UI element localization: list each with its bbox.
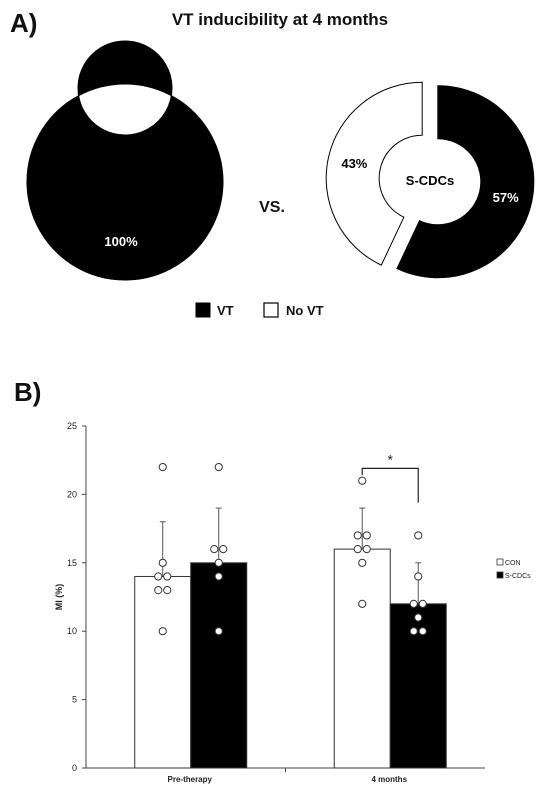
y-tick-label: 0 <box>72 763 77 773</box>
y-axis-label: MI (%) <box>54 584 64 611</box>
bar-con <box>134 575 192 769</box>
data-point <box>353 545 362 554</box>
data-point <box>362 531 371 540</box>
data-point <box>210 545 219 554</box>
donut-slice-scdcs-vt <box>396 85 535 279</box>
y-tick-label: 10 <box>67 626 77 636</box>
data-point <box>418 599 427 608</box>
y-tick-label: 5 <box>72 695 77 705</box>
data-point <box>414 613 423 622</box>
donut-con: CON 100% <box>26 40 224 281</box>
donut-slice-label-con-vt: 100% <box>104 234 138 249</box>
x-tick-label: 4 months <box>371 775 407 784</box>
data-point <box>409 599 418 608</box>
data-point <box>418 627 427 636</box>
legend-label-no-vt: No VT <box>286 303 324 318</box>
data-point <box>163 572 172 581</box>
legend-a: VT No VT <box>195 302 324 318</box>
data-point <box>353 531 362 540</box>
data-point <box>158 462 167 472</box>
donut-slice-scdcs-no-vt <box>325 81 423 266</box>
data-point <box>214 572 223 581</box>
donut-center-label-con: CON <box>111 175 140 190</box>
bar-con <box>333 548 391 769</box>
donut-slice-label-scdcs-no-vt: 43% <box>341 156 367 171</box>
data-point <box>163 586 172 595</box>
panel-b-label: B) <box>14 377 41 407</box>
data-point <box>414 572 423 581</box>
donut-center-label-scdcs: S-CDCs <box>406 173 454 188</box>
donut-scdcs: 57% 43% S-CDCs <box>325 81 535 279</box>
data-point <box>219 545 228 554</box>
donut-slice-con-vt <box>26 40 224 281</box>
legend-label-con: CON <box>505 560 521 567</box>
data-point <box>214 558 223 567</box>
bar-s-cdcs <box>389 603 447 769</box>
vs-label: VS. <box>259 199 285 216</box>
x-tick-label: Pre-therapy <box>168 775 213 784</box>
y-tick-label: 20 <box>67 489 77 499</box>
y-tick-label: 25 <box>67 421 77 431</box>
legend-swatch-con <box>496 558 504 566</box>
data-point <box>358 476 367 485</box>
legend-swatch-s-cdcs <box>496 571 504 579</box>
bar-s-cdcs <box>190 562 248 769</box>
data-point <box>158 558 167 567</box>
data-point <box>362 545 371 554</box>
data-point <box>414 531 423 540</box>
chart-title: VT inducibility at 4 months <box>172 10 388 29</box>
data-point <box>409 627 418 636</box>
legend-label-vt: VT <box>217 303 234 318</box>
data-point <box>154 586 163 595</box>
significance-label: * <box>388 451 394 467</box>
data-point <box>358 599 367 608</box>
data-point <box>154 572 163 581</box>
legend-swatch-vt <box>195 302 211 318</box>
bar-chart: 0 5 10 15 20 25 MI (%) Pre-therapy 4 months * CON S… <box>54 421 531 784</box>
data-point <box>214 627 223 636</box>
legend-label-s-cdcs: S-CDCs <box>505 573 531 580</box>
legend-swatch-no-vt <box>263 302 279 318</box>
donut-slice-label-scdcs-vt: 57% <box>493 190 519 205</box>
data-point <box>214 462 223 472</box>
panel-a-label: A) <box>10 8 37 38</box>
data-point <box>158 627 167 636</box>
significance-bracket <box>361 467 419 503</box>
data-point <box>358 558 367 567</box>
y-tick-label: 15 <box>67 558 77 568</box>
